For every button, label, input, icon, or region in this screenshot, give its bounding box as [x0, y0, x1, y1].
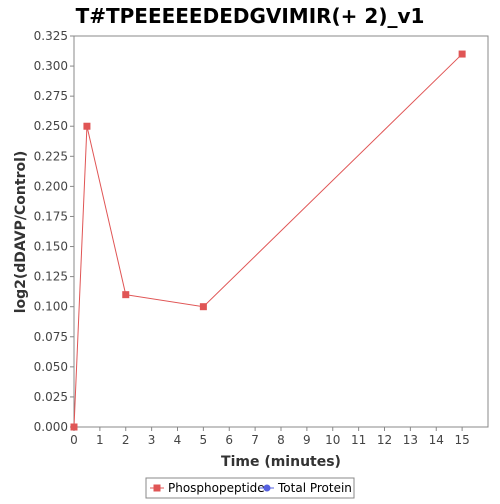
data-point: [83, 122, 91, 130]
x-tick-label: 10: [325, 433, 340, 447]
y-axis-title: log2(dDAVP/Control): [13, 151, 29, 314]
x-tick-label: 14: [429, 433, 444, 447]
y-tick-label: 0.100: [34, 300, 68, 314]
y-tick-label: 0.025: [34, 390, 68, 404]
chart-title: T#TPEEEEEDEDGVIMIR(+ 2)_v1: [76, 4, 425, 28]
legend-swatch-circle: [263, 484, 271, 492]
y-tick-label: 0.050: [34, 360, 68, 374]
x-tick-label: 0: [70, 433, 78, 447]
x-tick-label: 9: [303, 433, 311, 447]
x-tick-label: 8: [277, 433, 285, 447]
legend-label: Phosphopeptide: [168, 481, 265, 495]
x-tick-label: 2: [122, 433, 130, 447]
x-tick-label: 13: [403, 433, 418, 447]
legend-label: Total Protein: [277, 481, 352, 495]
y-tick-label: 0.075: [34, 330, 68, 344]
legend-box: [145, 477, 355, 499]
data-point: [70, 423, 78, 431]
data-point: [122, 291, 130, 299]
x-tick-label: 7: [251, 433, 259, 447]
x-tick-label: 3: [148, 433, 156, 447]
plot-area: 0.000 0.025 0.050 0.075 0.100 0.125 0.150 0.175…: [34, 29, 489, 447]
data-point: [458, 50, 466, 58]
legend: Phosphopeptide Total Protein: [145, 477, 355, 499]
y-tick-label: 0.175: [34, 209, 68, 223]
x-tick-label: 5: [200, 433, 208, 447]
y-tick-label: 0.000: [34, 420, 68, 434]
x-axis-title: Time (minutes): [221, 454, 341, 470]
y-tick-label: 0.225: [34, 149, 68, 163]
x-tick-label: 1: [96, 433, 104, 447]
data-point: [199, 303, 207, 311]
x-tick-label: 12: [377, 433, 392, 447]
y-tick-label: 0.200: [34, 179, 68, 193]
y-tick-label: 0.125: [34, 270, 68, 284]
y-tick-label: 0.325: [34, 29, 68, 43]
x-tick-label: 4: [174, 433, 182, 447]
y-tick-label: 0.250: [34, 119, 68, 133]
x-tick-label: 15: [454, 433, 469, 447]
legend-swatch-square: [153, 484, 161, 492]
y-tick-label: 0.150: [34, 240, 68, 254]
x-tick-label: 6: [225, 433, 233, 447]
x-tick-label: 11: [351, 433, 366, 447]
y-tick-label: 0.300: [34, 59, 68, 73]
y-tick-label: 0.275: [34, 89, 68, 103]
